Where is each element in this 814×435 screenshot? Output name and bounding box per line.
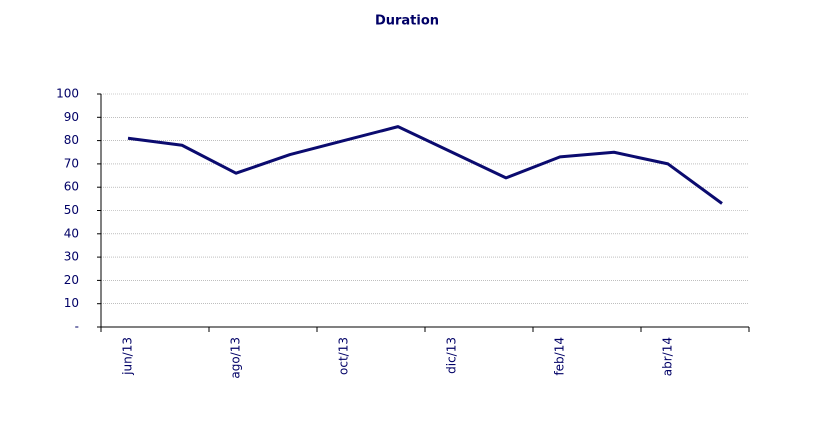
y-tick-label: 100: [56, 87, 79, 101]
y-tick-label: -: [75, 320, 79, 334]
y-tick-label: 50: [64, 203, 79, 217]
x-tick-label: dic/13: [445, 337, 459, 374]
y-tick-label: 30: [64, 250, 79, 264]
x-tick-label: feb/14: [553, 337, 567, 376]
x-tick-label: abr/14: [661, 337, 675, 376]
y-tick-label: 80: [64, 133, 79, 147]
y-tick-label: 20: [64, 273, 79, 287]
y-tick-label: 70: [64, 156, 79, 170]
series-line: [127, 125, 723, 205]
x-tick-label: oct/13: [337, 337, 351, 375]
y-tick-label: 90: [64, 110, 79, 124]
x-tick-label: jun/13: [121, 337, 135, 376]
chart-title: Duration: [375, 14, 439, 29]
y-tick-label: 10: [64, 296, 79, 310]
y-tick-label: 40: [64, 226, 79, 240]
y-tick-label: 60: [64, 180, 79, 194]
x-tick-label: ago/13: [229, 337, 243, 379]
